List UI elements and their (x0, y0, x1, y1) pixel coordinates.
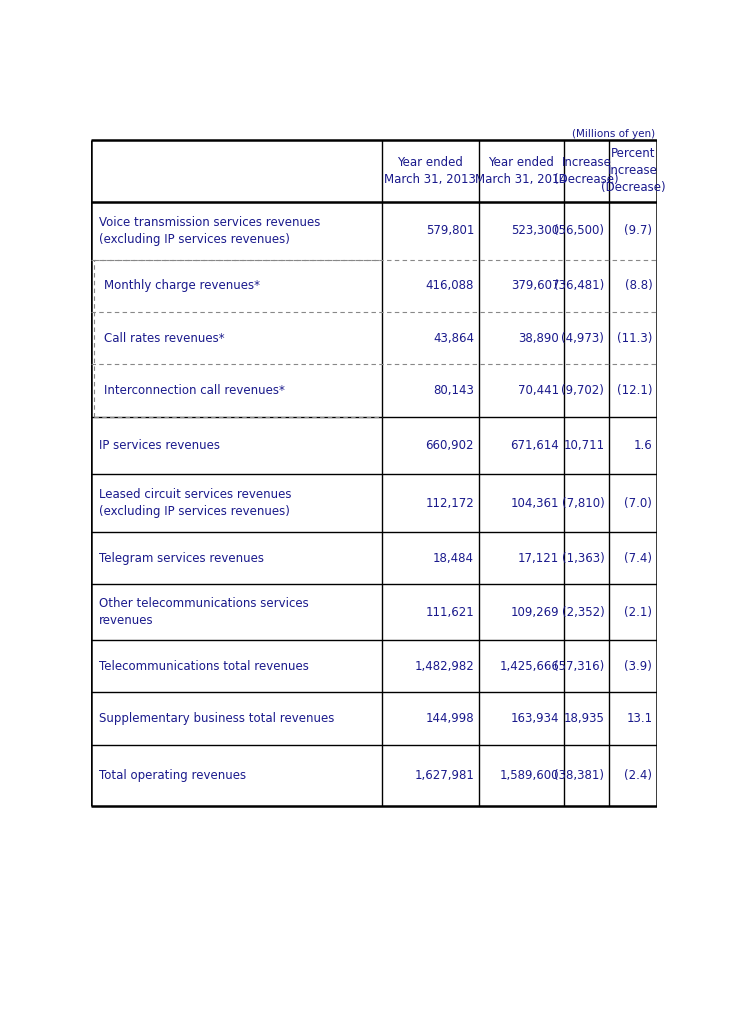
Text: (2.4): (2.4) (624, 769, 653, 782)
Text: (4,973): (4,973) (561, 332, 604, 345)
Text: (36,481): (36,481) (554, 279, 604, 293)
Text: 579,801: 579,801 (426, 224, 474, 237)
Text: 416,088: 416,088 (426, 279, 474, 293)
Text: 163,934: 163,934 (511, 712, 559, 725)
Text: (8.8): (8.8) (625, 279, 653, 293)
Text: 109,269: 109,269 (511, 606, 559, 618)
Text: Supplementary business total revenues: Supplementary business total revenues (99, 712, 334, 725)
Text: 43,864: 43,864 (433, 332, 474, 345)
Text: Other telecommunications services
revenues: Other telecommunications services revenu… (99, 597, 309, 627)
Text: IP services revenues: IP services revenues (99, 439, 220, 452)
Text: (1,363): (1,363) (561, 551, 604, 565)
Text: 1,627,981: 1,627,981 (414, 769, 474, 782)
Text: Interconnection call revenues*: Interconnection call revenues* (104, 384, 285, 396)
Text: (57,316): (57,316) (554, 659, 604, 673)
Text: Year ended
March 31, 2014: Year ended March 31, 2014 (475, 156, 567, 186)
Text: 1,482,982: 1,482,982 (415, 659, 474, 673)
Text: (9.7): (9.7) (624, 224, 653, 237)
Text: 523,300: 523,300 (511, 224, 559, 237)
Text: 70,441: 70,441 (518, 384, 559, 396)
Text: (38,381): (38,381) (554, 769, 604, 782)
Text: (12.1): (12.1) (617, 384, 653, 396)
Text: (56,500): (56,500) (554, 224, 604, 237)
Text: 1,589,600: 1,589,600 (500, 769, 559, 782)
Text: (2.1): (2.1) (624, 606, 653, 618)
Text: 1.6: 1.6 (634, 439, 653, 452)
Text: (9,702): (9,702) (561, 384, 604, 396)
Text: Voice transmission services revenues
(excluding IP services revenues): Voice transmission services revenues (ex… (99, 216, 320, 245)
Text: 17,121: 17,121 (518, 551, 559, 565)
Text: 18,935: 18,935 (564, 712, 604, 725)
Text: 13.1: 13.1 (626, 712, 653, 725)
Text: Telecommunications total revenues: Telecommunications total revenues (99, 659, 309, 673)
Text: 112,172: 112,172 (426, 497, 474, 509)
Text: 379,607: 379,607 (511, 279, 559, 293)
Text: 38,890: 38,890 (518, 332, 559, 345)
Text: (11.3): (11.3) (617, 332, 653, 345)
Text: Year ended
March 31, 2013: Year ended March 31, 2013 (385, 156, 476, 186)
Text: Percent
Increase
(Decrease): Percent Increase (Decrease) (601, 148, 665, 194)
Text: Total operating revenues: Total operating revenues (99, 769, 246, 782)
Text: 660,902: 660,902 (426, 439, 474, 452)
Text: 111,621: 111,621 (426, 606, 474, 618)
Text: 144,998: 144,998 (426, 712, 474, 725)
Text: Leased circuit services revenues
(excluding IP services revenues): Leased circuit services revenues (exclud… (99, 488, 291, 519)
Text: 671,614: 671,614 (510, 439, 559, 452)
Text: Increase
(Decrease): Increase (Decrease) (554, 156, 619, 186)
Text: Call rates revenues*: Call rates revenues* (104, 332, 224, 345)
Text: (3.9): (3.9) (624, 659, 653, 673)
Text: Monthly charge revenues*: Monthly charge revenues* (104, 279, 260, 293)
Text: (2,352): (2,352) (561, 606, 604, 618)
Text: Telegram services revenues: Telegram services revenues (99, 551, 264, 565)
Text: (Millions of yen): (Millions of yen) (572, 129, 656, 140)
Text: 18,484: 18,484 (433, 551, 474, 565)
Text: 10,711: 10,711 (563, 439, 604, 452)
Text: (7.4): (7.4) (624, 551, 653, 565)
Text: 104,361: 104,361 (511, 497, 559, 509)
Text: 80,143: 80,143 (433, 384, 474, 396)
Text: (7,810): (7,810) (561, 497, 604, 509)
Text: 1,425,666: 1,425,666 (499, 659, 559, 673)
Text: (7.0): (7.0) (624, 497, 653, 509)
